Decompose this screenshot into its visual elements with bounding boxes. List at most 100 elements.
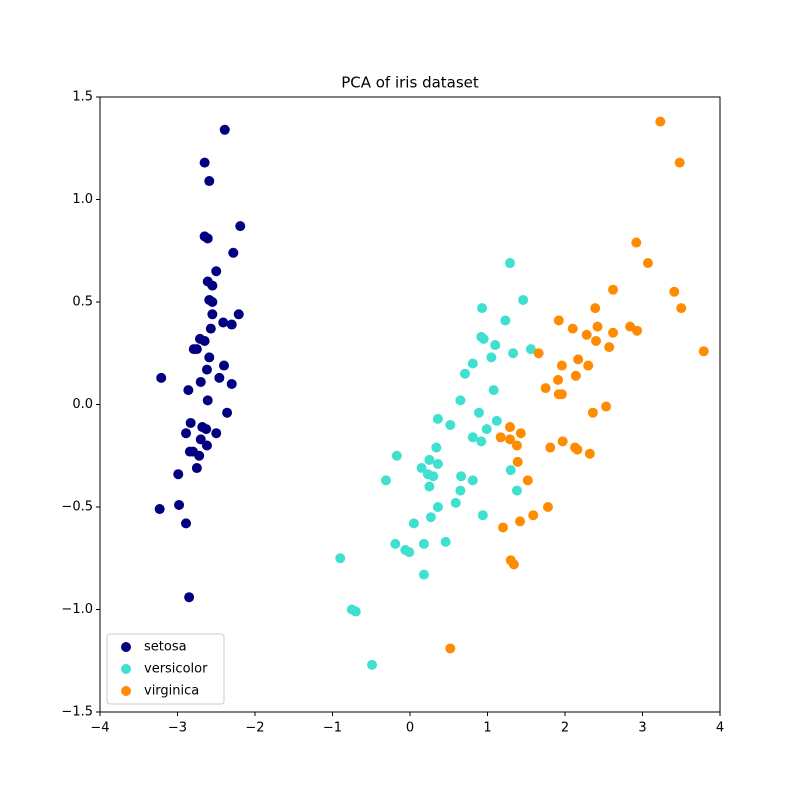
point — [467, 358, 478, 369]
point — [511, 440, 522, 451]
point — [504, 434, 515, 445]
point — [380, 475, 391, 486]
point — [553, 315, 564, 326]
point — [432, 413, 443, 424]
point — [226, 319, 237, 330]
point — [511, 485, 522, 496]
point — [573, 354, 584, 365]
point — [556, 389, 567, 400]
point — [557, 436, 568, 447]
y-tick-label: −1.0 — [61, 602, 93, 617]
point — [477, 303, 488, 314]
x-tick-label: 4 — [716, 721, 724, 736]
y-tick-label: 0.0 — [72, 397, 93, 412]
point — [418, 538, 429, 549]
point — [214, 372, 225, 383]
point — [592, 321, 603, 332]
point — [391, 450, 402, 461]
point — [222, 407, 233, 418]
point — [195, 376, 206, 387]
point — [504, 258, 515, 269]
point — [432, 502, 443, 512]
point — [698, 346, 709, 357]
point — [207, 280, 218, 291]
point — [450, 497, 461, 508]
chart-title: PCA of iris dataset — [341, 74, 479, 92]
legend-marker — [121, 664, 131, 674]
x-tick-label: −4 — [90, 721, 109, 736]
point — [418, 569, 429, 580]
point — [191, 344, 202, 355]
point — [408, 518, 419, 529]
point — [350, 606, 361, 617]
point — [191, 463, 202, 474]
point — [473, 407, 484, 418]
point — [587, 407, 598, 418]
point — [219, 360, 229, 371]
point — [669, 286, 680, 297]
point — [184, 592, 195, 603]
point — [156, 372, 167, 383]
x-tick-label: −2 — [245, 721, 264, 736]
x-tick-label: 0 — [406, 721, 414, 736]
x-tick-label: 3 — [638, 721, 646, 736]
point — [477, 510, 488, 521]
point — [608, 284, 619, 295]
point — [478, 333, 489, 344]
point — [207, 309, 218, 320]
point — [173, 469, 184, 480]
point — [525, 344, 536, 355]
point — [455, 485, 466, 496]
point — [518, 294, 529, 305]
point — [631, 237, 642, 248]
point — [456, 471, 467, 482]
point — [632, 325, 643, 336]
point — [201, 424, 212, 435]
point — [515, 428, 526, 439]
point — [424, 481, 435, 492]
point — [181, 428, 192, 439]
point — [508, 559, 519, 570]
point — [431, 442, 442, 453]
y-tick-label: 1.0 — [72, 192, 93, 207]
point — [204, 352, 215, 363]
x-tick-label: 2 — [561, 721, 569, 736]
point — [219, 124, 230, 135]
point — [445, 420, 456, 430]
point — [545, 442, 556, 453]
point — [428, 471, 439, 482]
point — [185, 417, 196, 428]
point — [154, 504, 165, 515]
point — [174, 499, 185, 510]
point — [184, 446, 195, 457]
point — [590, 303, 601, 314]
point — [202, 233, 213, 244]
legend-marker — [121, 642, 131, 652]
point — [235, 221, 246, 232]
point — [228, 247, 239, 258]
point — [488, 385, 499, 396]
point — [655, 116, 666, 127]
point — [204, 176, 215, 187]
point — [455, 395, 466, 406]
point — [505, 465, 516, 476]
x-tick-label: −1 — [323, 721, 342, 736]
point — [498, 522, 508, 533]
point — [201, 440, 212, 451]
point — [500, 315, 511, 326]
point — [476, 436, 487, 447]
point — [522, 475, 533, 486]
point — [199, 335, 210, 346]
point — [581, 329, 592, 340]
point — [556, 360, 567, 371]
point — [490, 340, 501, 351]
point — [432, 458, 443, 469]
x-tick-label: 1 — [483, 721, 491, 736]
point — [642, 258, 653, 269]
point — [601, 401, 612, 412]
point — [467, 475, 478, 486]
point — [515, 516, 526, 527]
point — [467, 432, 478, 443]
point — [542, 502, 553, 512]
